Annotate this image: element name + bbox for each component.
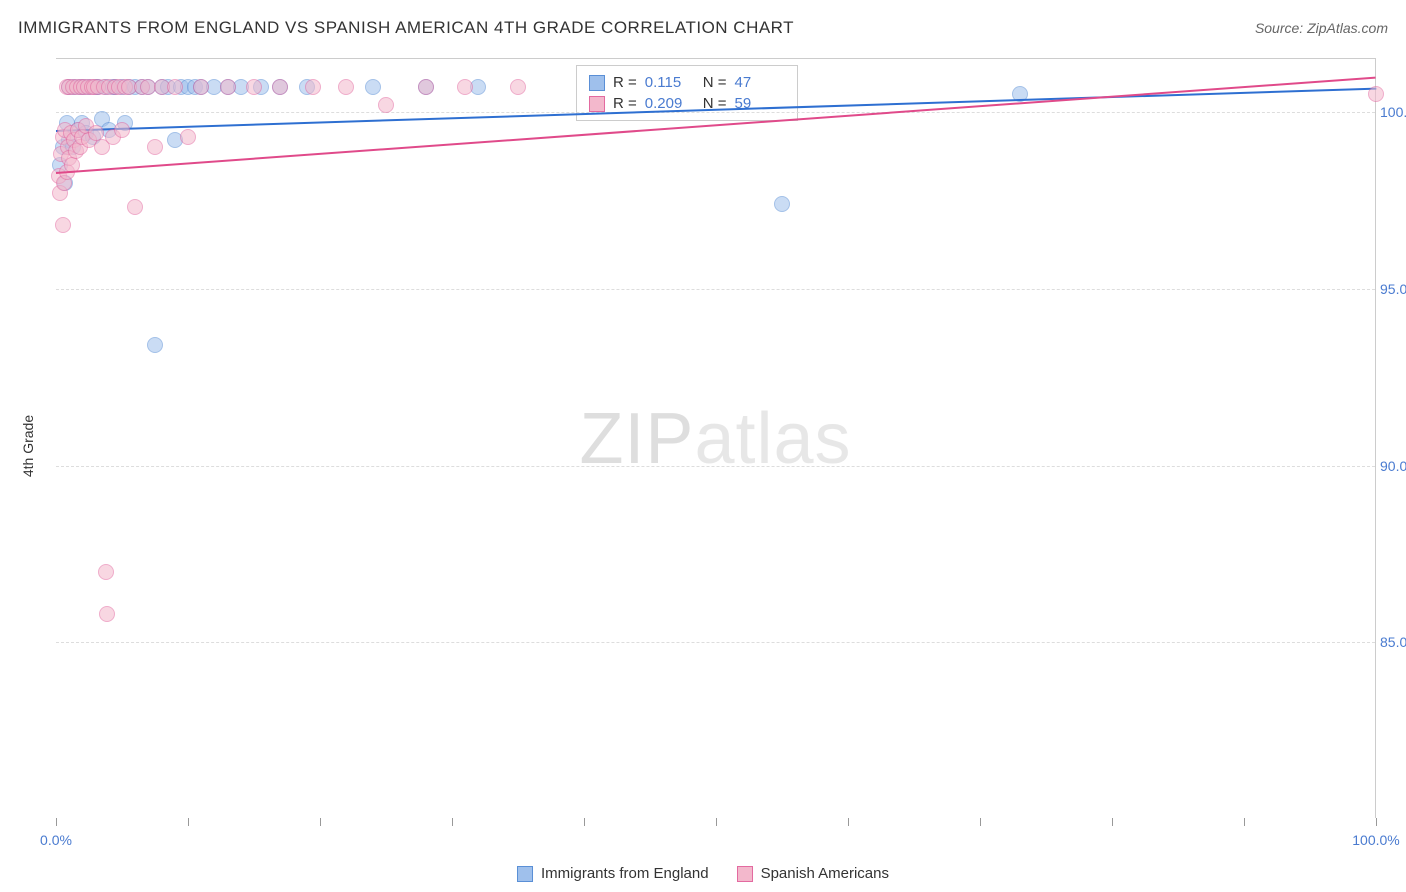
- scatter-point: [457, 79, 473, 95]
- y-tick-label: 85.0%: [1380, 634, 1406, 650]
- scatter-point: [127, 199, 143, 215]
- legend-r-label: R =: [613, 95, 637, 112]
- scatter-point: [220, 79, 236, 95]
- watermark-atlas: atlas: [694, 399, 851, 479]
- scatter-point: [272, 79, 288, 95]
- bottom-legend-swatch-1: [517, 866, 533, 882]
- legend-n-value-1: 47: [735, 74, 785, 91]
- scatter-point: [147, 139, 163, 155]
- x-tick: [1112, 818, 1113, 826]
- chart-title: IMMIGRANTS FROM ENGLAND VS SPANISH AMERI…: [18, 18, 794, 38]
- chart-source: Source: ZipAtlas.com: [1255, 20, 1388, 36]
- x-tick: [1376, 818, 1377, 826]
- y-axis-label: 4th Grade: [20, 415, 36, 477]
- legend-swatch-2: [589, 96, 605, 112]
- legend-r-label: R =: [613, 74, 637, 91]
- x-tick: [848, 818, 849, 826]
- x-tick: [584, 818, 585, 826]
- scatter-point: [193, 79, 209, 95]
- bottom-legend-item-2: Spanish Americans: [737, 865, 889, 882]
- scatter-point: [114, 122, 130, 138]
- x-tick: [188, 818, 189, 826]
- x-tick-label: 100.0%: [1352, 832, 1399, 848]
- scatter-point: [180, 129, 196, 145]
- y-tick-label: 100.0%: [1380, 104, 1406, 120]
- source-label: Source:: [1255, 20, 1303, 36]
- bottom-legend: Immigrants from England Spanish American…: [517, 865, 889, 882]
- legend-swatch-1: [589, 75, 605, 91]
- x-tick: [320, 818, 321, 826]
- scatter-point: [98, 564, 114, 580]
- x-tick-label: 0.0%: [40, 832, 72, 848]
- x-tick: [452, 818, 453, 826]
- legend-r-value-1: 0.115: [645, 74, 695, 91]
- bottom-legend-label-2: Spanish Americans: [761, 865, 889, 882]
- scatter-point: [510, 79, 526, 95]
- gridline: [56, 112, 1375, 113]
- watermark-zip: ZIP: [579, 399, 694, 479]
- x-tick: [1244, 818, 1245, 826]
- gridline: [56, 642, 1375, 643]
- scatter-point: [167, 79, 183, 95]
- scatter-point: [338, 79, 354, 95]
- y-tick-label: 90.0%: [1380, 458, 1406, 474]
- scatter-point: [1368, 86, 1384, 102]
- x-tick: [980, 818, 981, 826]
- bottom-legend-item-1: Immigrants from England: [517, 865, 709, 882]
- x-tick: [56, 818, 57, 826]
- bottom-legend-swatch-2: [737, 866, 753, 882]
- scatter-point: [365, 79, 381, 95]
- scatter-point: [147, 337, 163, 353]
- gridline: [56, 466, 1375, 467]
- chart-header: IMMIGRANTS FROM ENGLAND VS SPANISH AMERI…: [18, 18, 1388, 38]
- legend-row-series-1: R = 0.115 N = 47: [589, 72, 785, 93]
- x-tick: [716, 818, 717, 826]
- scatter-point: [246, 79, 262, 95]
- chart-plot-area: ZIPatlas R = 0.115 N = 47 R = 0.209 N = …: [56, 58, 1376, 818]
- bottom-legend-label-1: Immigrants from England: [541, 865, 709, 882]
- y-tick-label: 95.0%: [1380, 281, 1406, 297]
- scatter-point: [99, 606, 115, 622]
- watermark: ZIPatlas: [579, 398, 851, 480]
- gridline: [56, 289, 1375, 290]
- scatter-point: [774, 196, 790, 212]
- scatter-point: [378, 97, 394, 113]
- scatter-point: [305, 79, 321, 95]
- source-name: ZipAtlas.com: [1307, 20, 1388, 36]
- legend-n-label: N =: [703, 74, 727, 91]
- scatter-point: [418, 79, 434, 95]
- scatter-point: [55, 217, 71, 233]
